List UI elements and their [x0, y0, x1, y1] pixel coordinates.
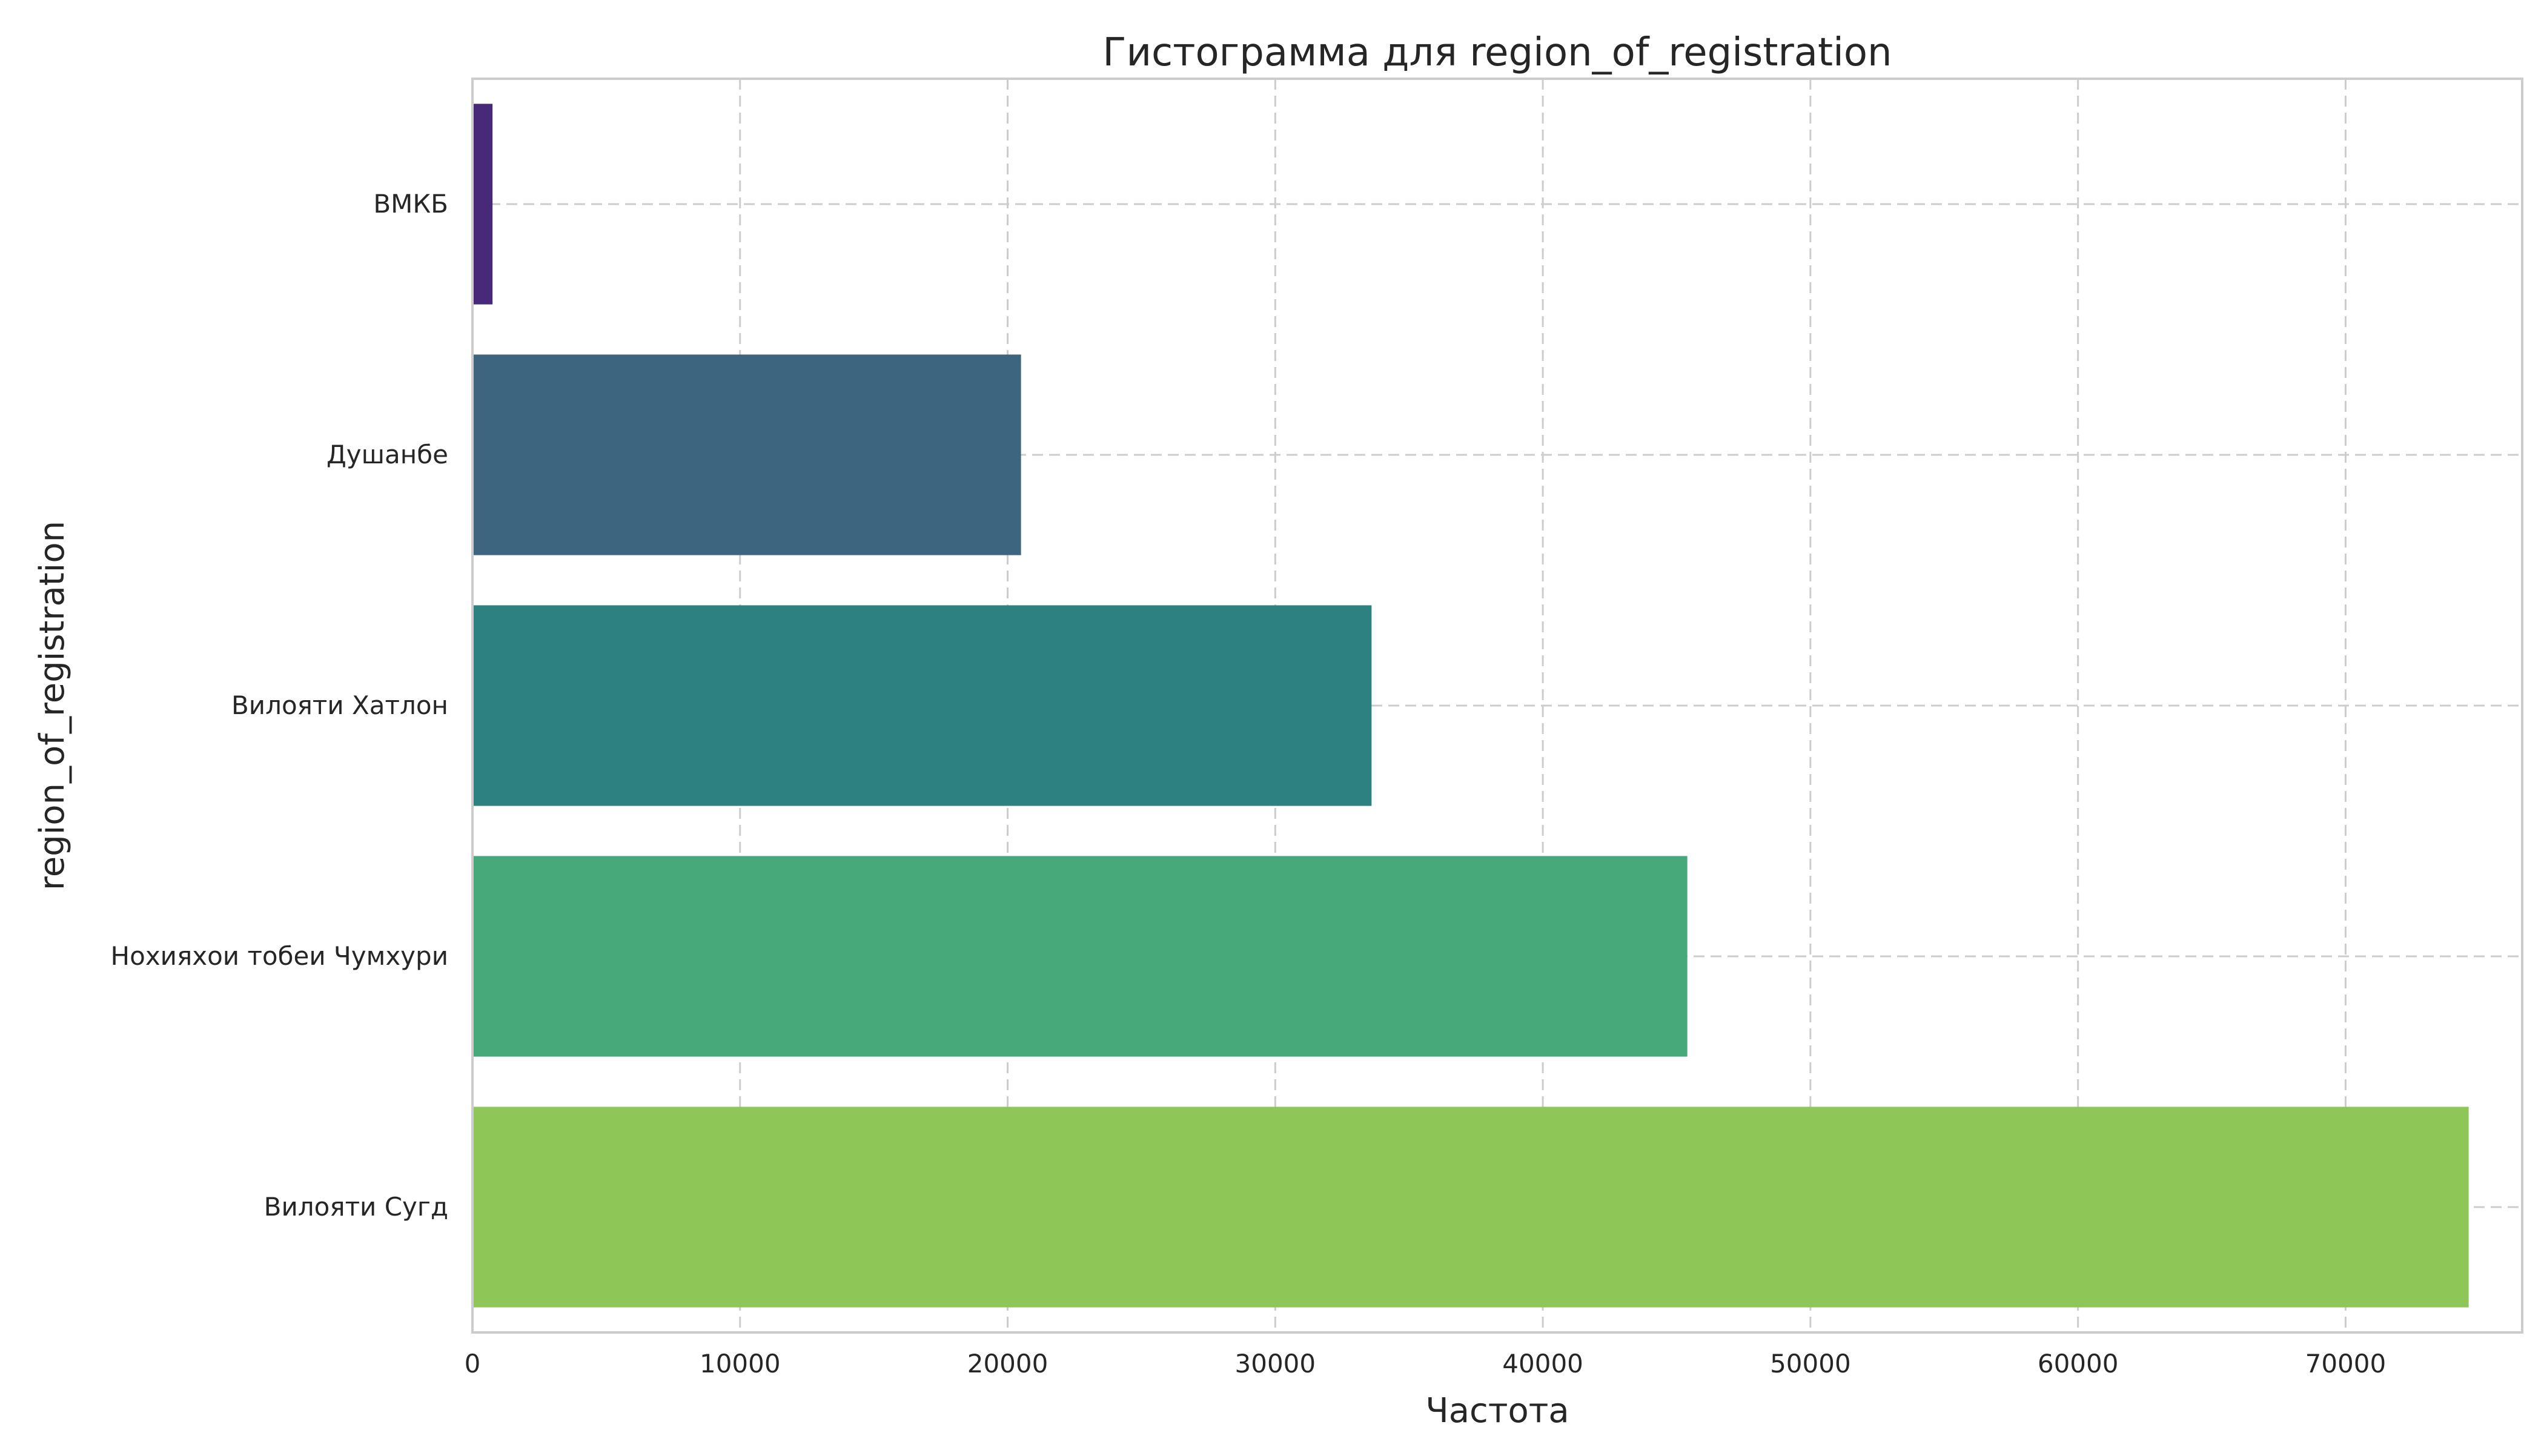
y-tick-label: Нохияхои тобеи Чумхури	[111, 941, 448, 971]
x-tick-label: 40000	[1502, 1349, 1583, 1378]
y-tick-label: Вилояти Сугд	[264, 1192, 448, 1222]
x-tick-label: 60000	[2038, 1349, 2119, 1378]
bar	[472, 1107, 2469, 1308]
y-tick-label: Вилояти Хатлон	[231, 690, 448, 720]
x-tick-label: 0	[465, 1349, 481, 1378]
plot-frame	[471, 78, 2523, 1334]
bar-layer	[472, 104, 2469, 1308]
y-tick-label: Душанбе	[326, 440, 448, 469]
bar	[472, 605, 1372, 806]
bar	[472, 104, 493, 305]
x-tick-label: 10000	[700, 1349, 781, 1378]
x-axis-label: Частота	[1425, 1391, 1569, 1431]
x-tick-label: 70000	[2305, 1349, 2387, 1378]
x-tick-label: 50000	[1770, 1349, 1851, 1378]
chart-title: Гистограмма для region_of_registration	[1102, 30, 1892, 75]
y-axis-label: region_of_registration	[33, 521, 72, 890]
x-tick-label: 20000	[967, 1349, 1048, 1378]
tick-layer: 0 10000 20000 30000 40000 50000 60000 70000 ВМКБ…	[111, 189, 2387, 1378]
bar	[472, 856, 1688, 1057]
x-tick-label: 30000	[1235, 1349, 1316, 1378]
y-tick-label: ВМКБ	[373, 189, 448, 219]
bar	[472, 354, 1021, 555]
